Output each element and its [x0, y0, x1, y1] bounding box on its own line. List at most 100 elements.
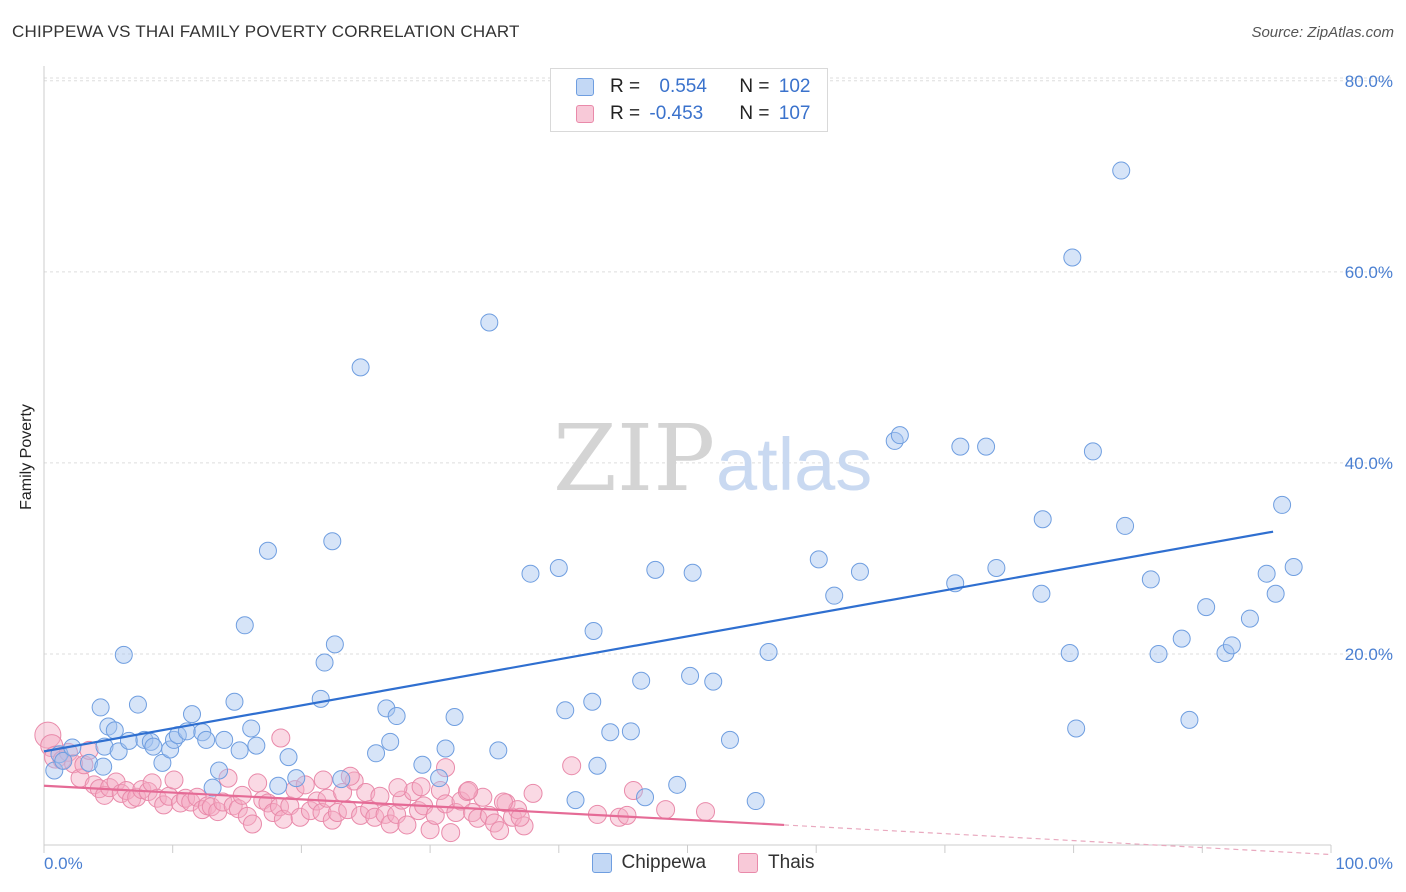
chippewa-point — [825, 586, 844, 605]
thai-point — [370, 786, 390, 806]
thai-point — [388, 778, 408, 798]
chippewa-point — [247, 736, 266, 755]
thai-point — [451, 791, 471, 811]
chippewa-point — [588, 756, 607, 775]
series-legend: Chippewa Thais — [0, 852, 1406, 874]
chippewa-point — [367, 744, 386, 763]
chippewa-point — [1197, 598, 1216, 617]
legend-label-thais: Thais — [768, 852, 815, 873]
thai-point — [420, 820, 440, 840]
thai-point — [290, 807, 310, 827]
chippewa-point — [632, 671, 651, 690]
chippewa-point — [1112, 161, 1131, 180]
thai-point — [218, 768, 238, 788]
chippewa-point — [287, 769, 306, 788]
thai-point — [459, 781, 479, 801]
thai-point — [300, 801, 320, 821]
legend-r-value: 0.554 — [659, 76, 707, 97]
chippewa-point — [636, 788, 655, 807]
chippewa-point — [242, 719, 261, 738]
legend-r-label: R = — [610, 103, 646, 124]
chippewa-point — [584, 622, 603, 641]
chart-title: CHIPPEWA VS THAI FAMILY POVERTY CORRELAT… — [12, 22, 520, 41]
thai-point — [441, 823, 461, 843]
chippewa-point — [1240, 609, 1259, 628]
thai-point — [696, 802, 716, 822]
chippewa-point — [445, 707, 464, 726]
chippewa-point — [1257, 564, 1276, 583]
chippewa-swatch — [576, 78, 594, 96]
chippewa-point — [1216, 643, 1235, 662]
chippewa-point — [977, 437, 996, 456]
chippewa-point — [144, 737, 163, 756]
chippewa-point — [210, 761, 229, 780]
chippewa-point — [1222, 636, 1241, 655]
legend-r-label: R = — [610, 76, 646, 97]
thai-trend-extension — [783, 824, 1332, 856]
chippewa-point — [153, 753, 172, 772]
chippewa-point — [681, 666, 700, 685]
chippewa-point — [377, 699, 396, 718]
chippewa-point — [720, 730, 739, 749]
thai-point — [397, 815, 417, 835]
trend-lines — [43, 530, 1332, 856]
chippewa-point — [566, 791, 585, 810]
legend-label-chippewa: Chippewa — [621, 852, 707, 873]
thai-point — [490, 821, 510, 841]
chippewa-point — [128, 695, 147, 714]
x-tick-label: 0.0% — [44, 854, 83, 873]
thai-trend-line — [43, 784, 785, 827]
thai-point — [242, 814, 262, 834]
chippewa-point — [315, 653, 334, 672]
chippewa-point — [1032, 584, 1051, 603]
chippewa-point — [1033, 510, 1052, 529]
chippewa-point — [1273, 495, 1292, 514]
legend-item-thais[interactable]: Thais — [738, 852, 814, 874]
thai-point — [295, 775, 315, 795]
chippewa-point — [1172, 629, 1191, 648]
thai-point — [253, 790, 273, 810]
chippewa-point — [704, 672, 723, 691]
thai-point — [411, 777, 431, 797]
chippewa-point — [1083, 442, 1102, 461]
legend-item-chippewa[interactable]: Chippewa — [591, 852, 707, 874]
chippewa-point — [759, 643, 778, 662]
correlation-legend: R = 0.554 N = 102 R = -0.453 N = 107 — [550, 68, 828, 132]
chippewa-point — [1141, 570, 1160, 589]
chippewa-point — [556, 701, 575, 720]
chippewa-point — [413, 755, 432, 774]
chippewa-point — [987, 558, 1006, 577]
chippewa-point — [197, 730, 216, 749]
chippewa-point — [480, 313, 499, 332]
chippewa-point — [351, 358, 370, 377]
chippewa-point — [621, 722, 640, 741]
tick-labels: 20.0% 40.0% 60.0% 80.0% 0.0% 100.0% — [44, 72, 1393, 873]
y-tick-label: 20.0% — [1345, 645, 1393, 664]
thai-point — [375, 804, 395, 824]
chippewa-point — [1063, 248, 1082, 267]
chippewa-point — [809, 550, 828, 569]
thai-swatch — [576, 105, 594, 123]
chippewa-point — [1180, 710, 1199, 729]
watermark-atlas: atlas — [716, 423, 872, 506]
watermark-zip: ZIP — [553, 405, 715, 512]
chippewa-point — [45, 761, 64, 780]
chippewa-point — [951, 437, 970, 456]
thai-point — [248, 773, 268, 793]
chippewa-trend-line — [43, 530, 1274, 753]
chippewa-point — [1149, 644, 1168, 663]
y-tick-label: 80.0% — [1345, 72, 1393, 91]
chippewa-point — [850, 562, 869, 581]
chippewa-point — [225, 692, 244, 711]
chippewa-point — [323, 532, 342, 551]
chippewa-point — [1060, 643, 1079, 662]
chippewa-point — [54, 751, 73, 770]
chippewa-point — [183, 705, 202, 724]
axes — [43, 66, 1332, 853]
chippewa-point — [94, 757, 113, 776]
chippewa-point — [135, 730, 154, 749]
source-label: Source: ZipAtlas.com — [1251, 24, 1394, 41]
chippewa-point — [583, 692, 602, 711]
chippewa-point — [746, 792, 765, 811]
legend-r-value: -0.453 — [649, 103, 704, 124]
